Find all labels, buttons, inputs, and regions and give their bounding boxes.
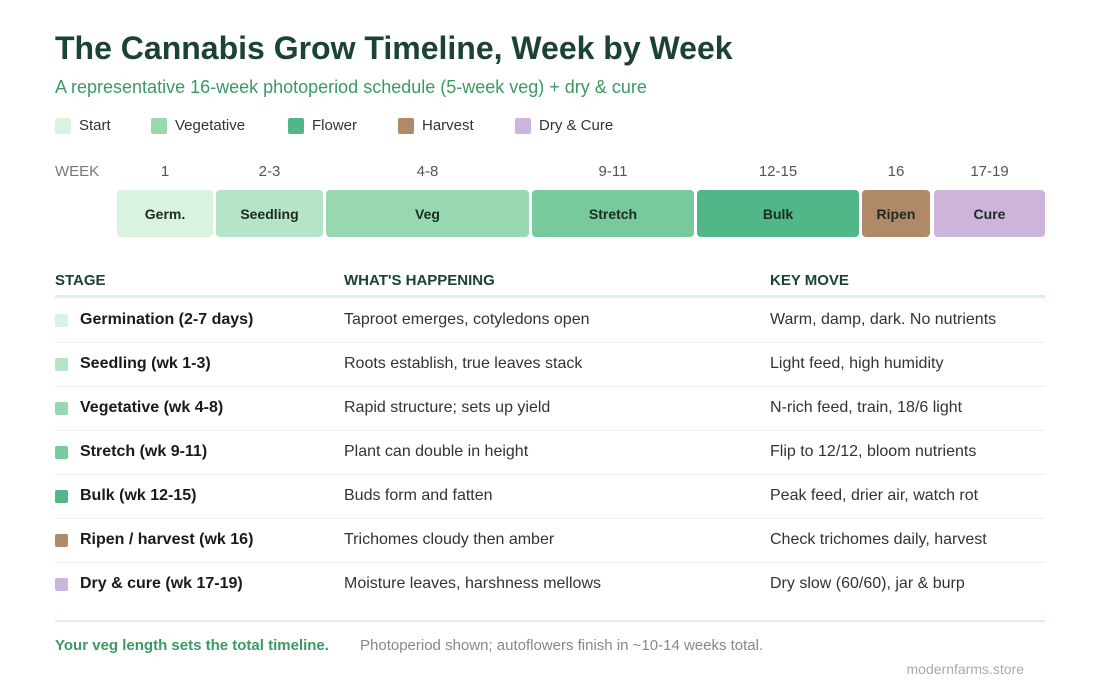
timeline-segment: Seedling [216, 190, 323, 237]
happening-cell: Taproot emerges, cotyledons open [344, 311, 590, 328]
timeline-segment: Cure [934, 190, 1045, 237]
row-swatch [55, 578, 68, 591]
footer-rule [55, 620, 1045, 622]
timeline-segment: Bulk [697, 190, 859, 237]
legend-swatch [398, 118, 414, 134]
header-rule [55, 295, 1045, 298]
title: The Cannabis Grow Timeline, Week by Week [55, 30, 733, 66]
happening-cell: Rapid structure; sets up yield [344, 399, 551, 416]
row-separator [55, 518, 1045, 519]
legend-label: Dry & Cure [539, 117, 614, 134]
row-separator [55, 474, 1045, 475]
week-label: 4-8 [416, 163, 439, 180]
legend-label: Flower [312, 117, 358, 134]
timeline-segment: Germ. [117, 190, 213, 237]
happening-cell: Buds form and fatten [344, 487, 493, 504]
row-swatch [55, 446, 68, 459]
week-axis-label: WEEK [55, 163, 100, 180]
legend-swatch [515, 118, 531, 134]
column-header: KEY MOVE [770, 272, 849, 289]
week-label: 1 [160, 163, 170, 180]
row-swatch [55, 314, 68, 327]
row-swatch [55, 490, 68, 503]
legend-label: Start [79, 117, 111, 134]
row-separator [55, 562, 1045, 563]
week-label: 2-3 [258, 163, 281, 180]
legend-swatch [288, 118, 304, 134]
legend-swatch [55, 118, 71, 134]
stage-cell: Bulk (wk 12-15) [80, 487, 197, 504]
key-move-cell: Flip to 12/12, bloom nutrients [770, 443, 977, 460]
footer-source: modernfarms.store [906, 661, 1024, 677]
stage-cell: Germination (2-7 days) [80, 311, 254, 328]
happening-cell: Plant can double in height [344, 443, 529, 460]
row-separator [55, 342, 1045, 343]
key-move-cell: N-rich feed, train, 18/6 light [770, 399, 963, 416]
week-label: 16 [887, 163, 905, 180]
timeline-segment: Stretch [532, 190, 694, 237]
legend-label: Harvest [422, 117, 474, 134]
stage-cell: Vegetative (wk 4-8) [80, 399, 224, 416]
row-swatch [55, 402, 68, 415]
week-label: 17-19 [970, 163, 1009, 180]
stage-cell: Stretch (wk 9-11) [80, 443, 208, 460]
column-header: STAGE [55, 272, 106, 289]
key-move-cell: Check trichomes daily, harvest [770, 531, 987, 548]
key-move-cell: Warm, damp, dark. No nutrients [770, 311, 997, 328]
stage-cell: Seedling (wk 1-3) [80, 355, 211, 372]
stage-cell: Ripen / harvest (wk 16) [80, 531, 254, 548]
timeline-segment: Veg [326, 190, 529, 237]
week-label: 12-15 [758, 163, 798, 180]
key-move-cell: Peak feed, drier air, watch rot [770, 487, 979, 504]
subtitle: A representative 16-week photoperiod sch… [55, 77, 647, 97]
row-separator [55, 386, 1045, 387]
legend-label: Vegetative [175, 117, 246, 134]
week-label: 9-11 [598, 163, 628, 180]
row-swatch [55, 358, 68, 371]
happening-cell: Roots establish, true leaves stack [344, 355, 583, 372]
row-separator [55, 430, 1045, 431]
row-swatch [55, 534, 68, 547]
happening-cell: Trichomes cloudy then amber [344, 531, 555, 548]
happening-cell: Moisture leaves, harshness mellows [344, 575, 601, 592]
footer-note: Your veg length sets the total timeline. [55, 637, 329, 654]
footer-detail: Photoperiod shown; autoflowers finish in… [360, 637, 764, 654]
timeline-segment: Ripen [862, 190, 930, 237]
stage-cell: Dry & cure (wk 17-19) [80, 575, 243, 592]
key-move-cell: Light feed, high humidity [770, 355, 944, 372]
column-header: WHAT'S HAPPENING [344, 272, 495, 289]
legend-swatch [151, 118, 167, 134]
key-move-cell: Dry slow (60/60), jar & burp [770, 575, 965, 592]
